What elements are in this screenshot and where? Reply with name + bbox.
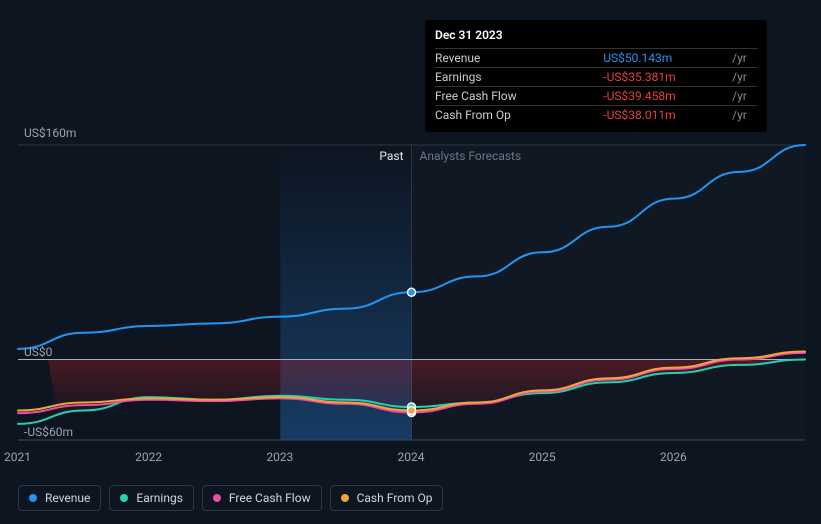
legend-dot-icon [29,494,37,502]
tooltip-row-label: Revenue [435,49,603,68]
tooltip-row-unit: /yr [732,68,757,87]
tooltip-row-value: US$50.143m [603,49,732,68]
tooltip-table: RevenueUS$50.143m/yrEarnings-US$35.381m/… [435,48,757,124]
tooltip-row: Free Cash Flow-US$39.458m/yr [435,87,757,106]
y-axis-zero-label: US$0 [24,345,52,359]
legend-item[interactable]: Revenue [18,485,101,511]
tooltip-row-label: Earnings [435,68,603,87]
tooltip-row-value: -US$35.381m [603,68,732,87]
tooltip-row-value: -US$39.458m [603,87,732,106]
tooltip-row-unit: /yr [732,106,757,125]
legend-item-label: Cash From Op [357,491,433,505]
tooltip-row: Cash From Op-US$38.011m/yr [435,106,757,125]
legend-item-label: Earnings [136,491,183,505]
financials-chart: Dec 31 2023 RevenueUS$50.143m/yrEarnings… [0,0,821,524]
y-axis-max-label: US$160m [24,126,76,140]
legend-item-label: Free Cash Flow [229,491,311,505]
legend-item-label: Revenue [45,491,90,505]
tooltip-row: RevenueUS$50.143m/yr [435,49,757,68]
tooltip-row-label: Free Cash Flow [435,87,603,106]
x-axis-tick: 2022 [135,450,162,464]
x-axis-tick: 2025 [529,450,556,464]
tooltip-row-unit: /yr [732,49,757,68]
legend-item[interactable]: Free Cash Flow [202,485,322,511]
x-axis-tick: 2023 [266,450,293,464]
x-axis-tick: 2026 [660,450,687,464]
chart-legend: Revenue Earnings Free Cash Flow Cash From O… [18,485,443,511]
legend-item[interactable]: Earnings [109,485,194,511]
legend-item[interactable]: Cash From Op [330,485,444,511]
tooltip-date: Dec 31 2023 [435,26,757,44]
tooltip-row-value: -US$38.011m [603,106,732,125]
section-label-forecast: Analysts Forecasts [420,149,522,163]
section-label-past: Past [379,149,403,163]
legend-dot-icon [213,494,221,502]
chart-tooltip: Dec 31 2023 RevenueUS$50.143m/yrEarnings… [425,20,767,132]
y-axis-min-label: -US$60m [24,425,73,439]
tooltip-row-unit: /yr [732,87,757,106]
x-axis-tick: 2021 [4,450,31,464]
tooltip-row: Earnings-US$35.381m/yr [435,68,757,87]
x-axis-tick: 2024 [398,450,425,464]
tooltip-row-label: Cash From Op [435,106,603,125]
legend-dot-icon [341,494,349,502]
legend-dot-icon [120,494,128,502]
